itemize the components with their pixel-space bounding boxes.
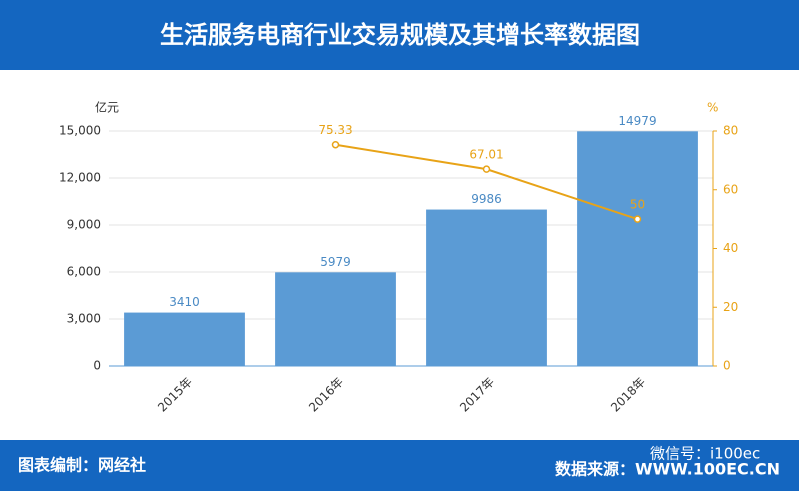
bar-value-label: 5979 — [320, 255, 351, 269]
y-tick-label: 0 — [93, 359, 101, 373]
y2-tick-label: 80 — [723, 124, 738, 138]
bar — [275, 272, 396, 366]
bar-value-label: 14979 — [618, 114, 656, 128]
bar — [577, 131, 698, 366]
line-value-label: 67.01 — [469, 148, 503, 162]
x-tick-label: 2017年 — [457, 375, 497, 415]
bar — [124, 312, 245, 366]
y2-tick-label: 20 — [723, 300, 738, 314]
chart-title: 生活服务电商行业交易规模及其增长率数据图 — [160, 21, 640, 49]
header-band — [0, 0, 799, 70]
y-axis-label: 亿元 — [95, 100, 119, 115]
x-tick-label: 2015年 — [155, 375, 195, 415]
bar — [426, 209, 547, 366]
y2-tick-label: 40 — [723, 241, 738, 255]
y-tick-label: 12,000 — [59, 171, 101, 185]
y-tick-label: 6,000 — [67, 265, 101, 279]
bar-value-label: 9986 — [471, 192, 502, 206]
line-marker — [482, 165, 491, 173]
y-tick-label: 9,000 — [67, 218, 101, 232]
line-value-label: 75.33 — [318, 123, 352, 137]
y2-axis-label: % — [707, 101, 718, 115]
footer-source: 数据来源：WWW.100EC.CN — [555, 460, 780, 479]
bar-value-label: 3410 — [169, 295, 200, 309]
x-tick-label: 2018年 — [608, 375, 648, 415]
footer-band — [0, 440, 799, 491]
y2-tick-label: 60 — [723, 182, 738, 196]
y2-tick-label: 0 — [723, 359, 731, 373]
line-marker — [633, 215, 642, 223]
y-tick-label: 3,000 — [67, 312, 101, 326]
footer-credit: 图表编制：网经社 — [18, 456, 146, 475]
footer-wechat: 微信号：i100ec — [650, 445, 760, 463]
line-value-label: 50 — [630, 198, 645, 212]
line-marker — [331, 140, 340, 149]
y-tick-label: 15,000 — [59, 124, 101, 138]
x-tick-label: 2016年 — [306, 375, 346, 415]
